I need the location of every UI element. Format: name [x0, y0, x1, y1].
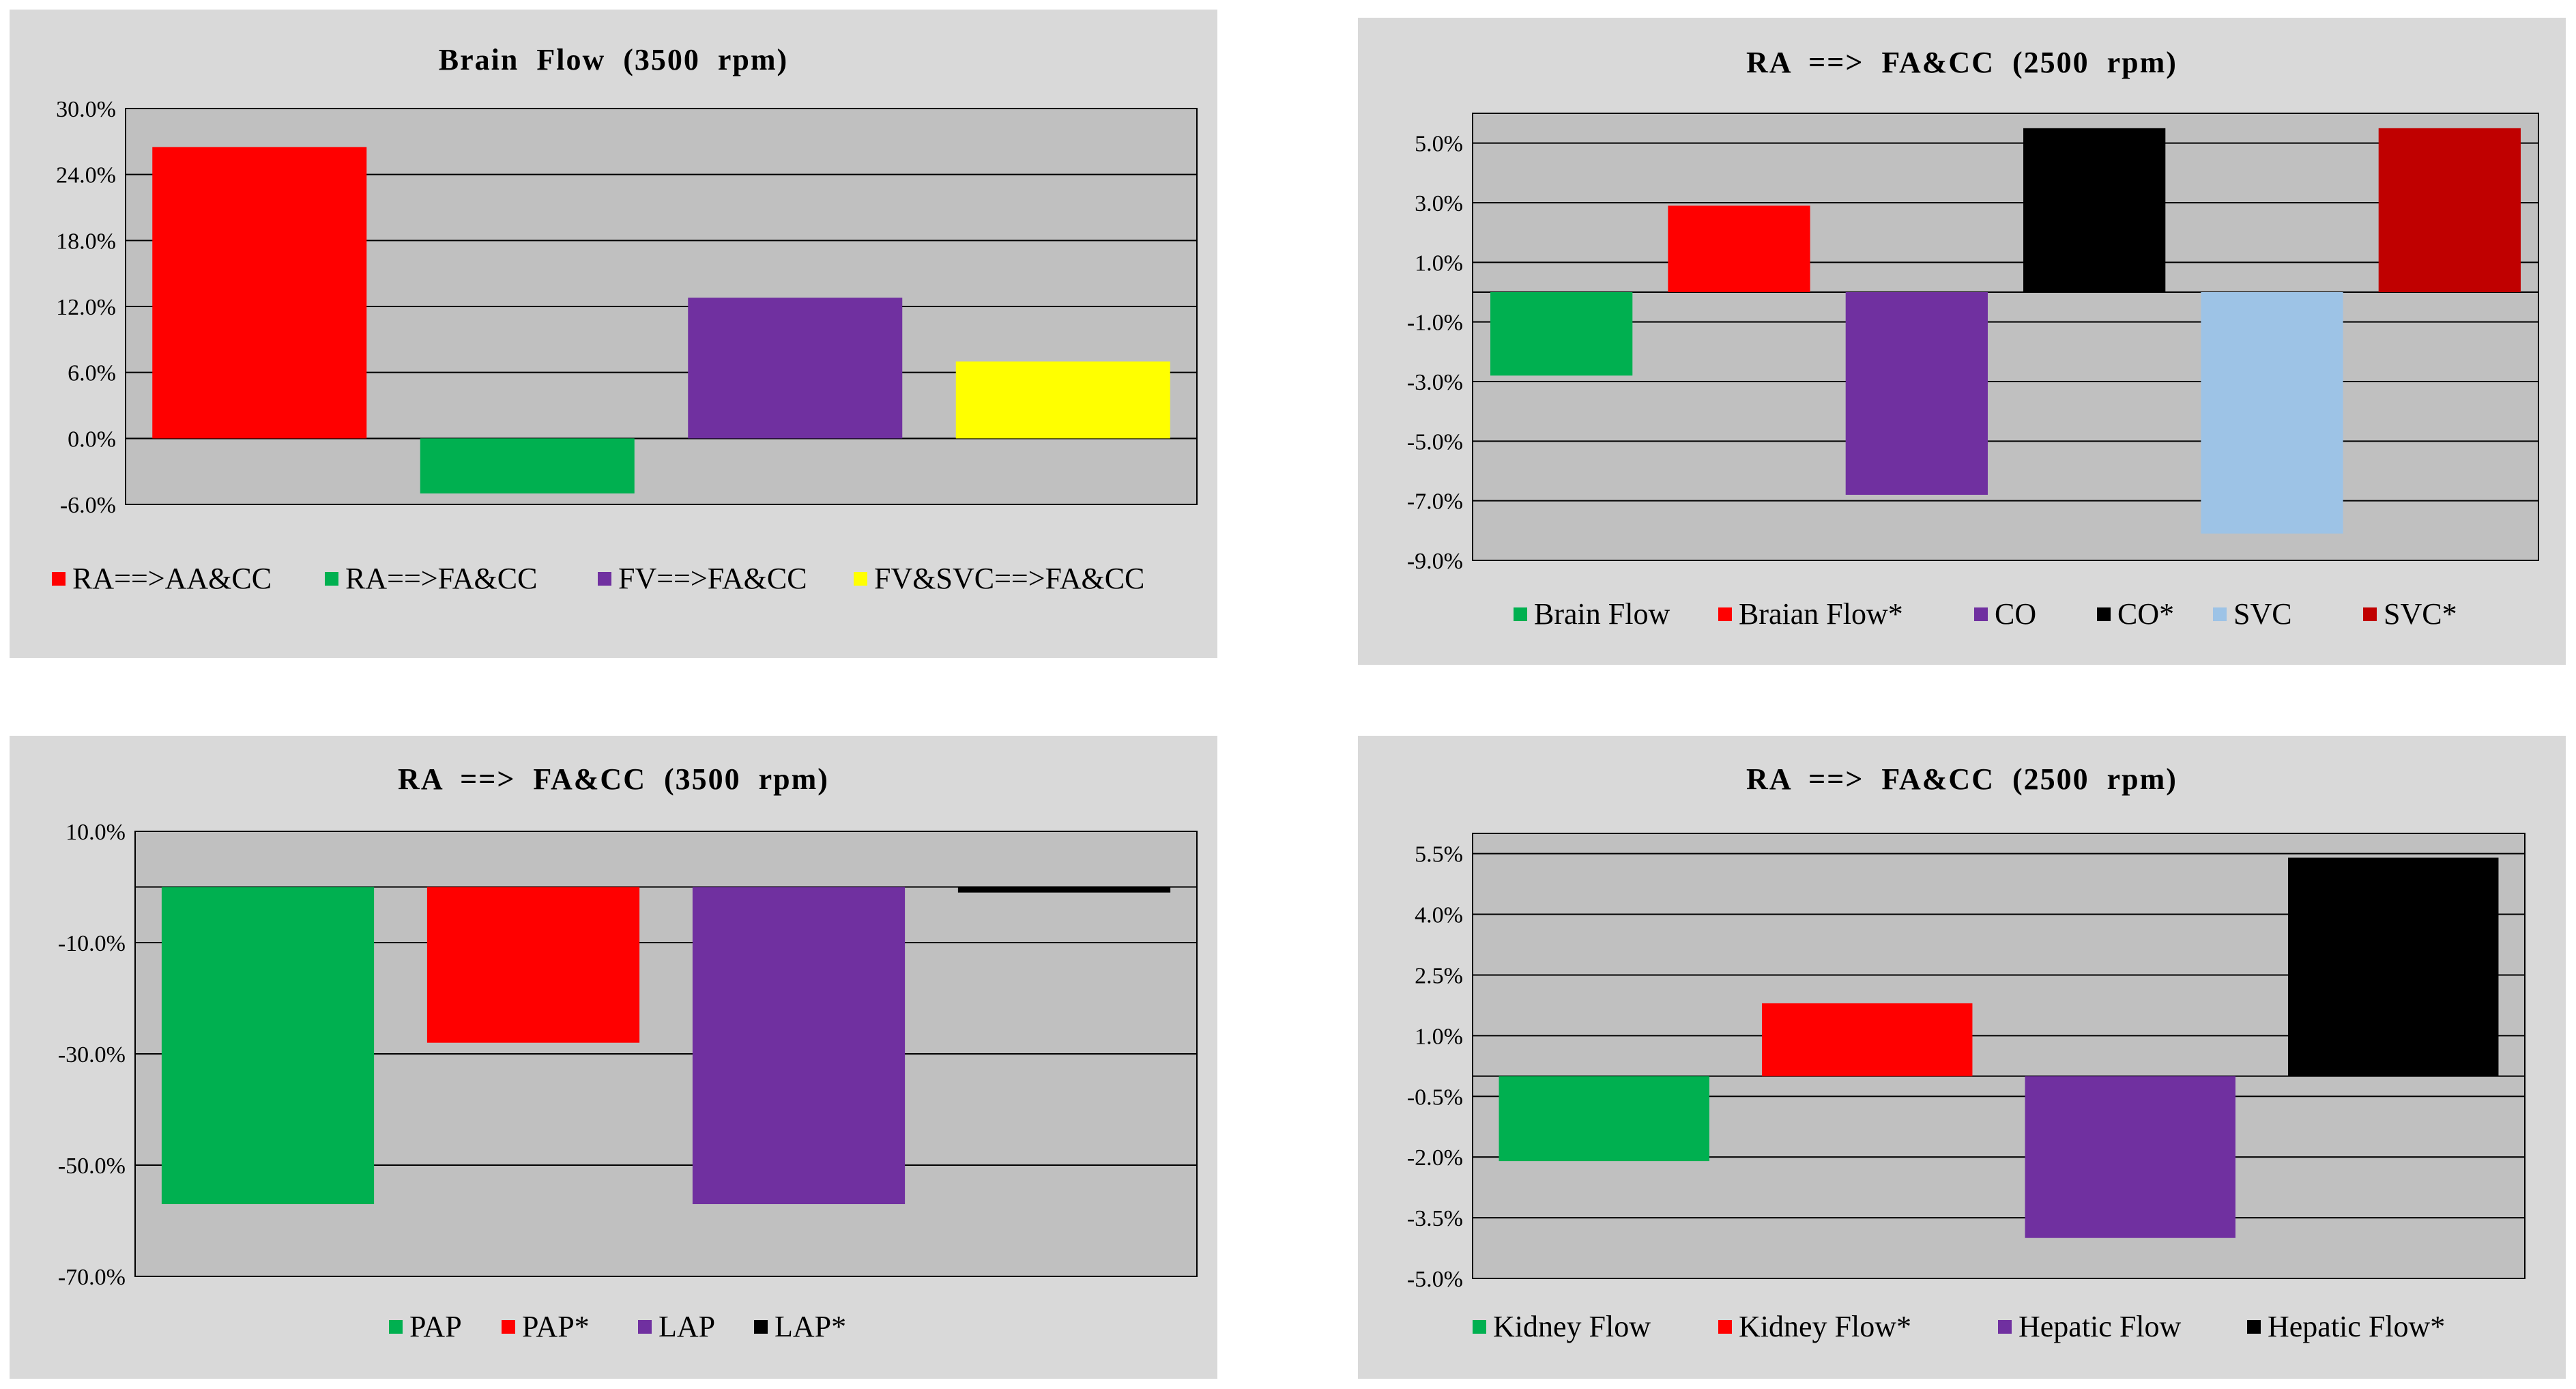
bar-lap	[693, 887, 905, 1205]
y-tick-label: 5.0%	[1415, 132, 1463, 157]
y-tick-label: -3.0%	[1407, 370, 1463, 395]
bar-brain-flow	[1490, 292, 1632, 375]
legend-swatch	[502, 1320, 515, 1334]
legend-swatch	[1473, 1320, 1486, 1334]
bar-pap	[427, 887, 639, 1043]
y-tick-label: 2.5%	[1415, 963, 1463, 988]
chart-title: Brain Flow (3500 rpm)	[439, 43, 788, 76]
y-tick-label: 4.0%	[1415, 903, 1463, 928]
legend-swatch	[1718, 1320, 1732, 1334]
y-tick-label: 1.0%	[1415, 1024, 1463, 1049]
y-tick-label: -0.5%	[1407, 1085, 1463, 1110]
legend-label: Hepatic Flow*	[2268, 1310, 2445, 1343]
legend-label: Braian Flow*	[1739, 597, 1903, 631]
y-tick-label: -2.0%	[1407, 1145, 1463, 1171]
y-tick-label: -30.0%	[58, 1042, 126, 1068]
y-tick-label: -3.5%	[1407, 1206, 1463, 1231]
legend-label: PAP	[409, 1310, 462, 1343]
bar-hepatic-flow	[2288, 858, 2498, 1076]
y-tick-label: -70.0%	[58, 1265, 126, 1290]
y-tick-label: 24.0%	[56, 163, 116, 188]
y-tick-label: -5.0%	[1407, 429, 1463, 455]
legend-label: SVC*	[2384, 597, 2457, 631]
legend-label: SVC	[2233, 597, 2292, 631]
y-tick-label: -9.0%	[1407, 549, 1463, 574]
chart-ra-fa-cc-3500: RA ==> FA&CC (3500 rpm) 10.0% -10.0% -30.0…	[10, 736, 1217, 1379]
chart-panel-ra-fa-cc-3500: RA ==> FA&CC (3500 rpm) 10.0% -10.0% -30.0…	[10, 736, 1217, 1379]
y-tick-label: 5.5%	[1415, 842, 1463, 868]
bar-ra-aa-cc	[152, 147, 366, 438]
bar-co	[2023, 128, 2165, 292]
y-tick-label: 6.0%	[68, 361, 116, 386]
y-tick-label: 1.0%	[1415, 250, 1463, 276]
chart-panel-ra-fa-cc-2500-b: RA ==> FA&CC (2500 rpm) 5.5% 4.0% 2.5% 1.0%…	[1358, 736, 2566, 1379]
y-tick-label: 12.0%	[56, 295, 116, 320]
y-tick-label: -5.0%	[1407, 1267, 1463, 1292]
legend-label: Brain Flow	[1534, 597, 1670, 631]
chart-panel-brain-flow-3500: Brain Flow (3500 rpm) 30.0% 24.0% 18.0% 12.…	[10, 10, 1217, 658]
y-tick-label: -50.0%	[58, 1154, 126, 1179]
legend-swatch	[2213, 607, 2227, 621]
bar-fv-fa-cc	[688, 298, 902, 438]
bar-lap	[958, 887, 1170, 893]
legend-label: FV&SVC==>FA&CC	[874, 562, 1144, 595]
legend-swatch	[325, 572, 338, 586]
legend-label: CO	[1995, 597, 2036, 631]
legend-label: RA==>AA&CC	[72, 562, 272, 595]
chart-title: RA ==> FA&CC (2500 rpm)	[1746, 46, 2177, 79]
chart-brain-flow-3500: Brain Flow (3500 rpm) 30.0% 24.0% 18.0% 12.…	[10, 10, 1217, 658]
bar-kidney-flow	[1499, 1076, 1709, 1161]
y-tick-label: -1.0%	[1407, 311, 1463, 336]
legend-swatch	[2363, 607, 2377, 621]
y-tick-label: 3.0%	[1415, 191, 1463, 216]
legend-label: LAP	[659, 1310, 715, 1343]
legend-swatch	[1974, 607, 1988, 621]
legend-label: Kidney Flow	[1493, 1310, 1651, 1343]
legend-swatch	[854, 572, 867, 586]
bar-co	[1846, 292, 1988, 495]
chart-title: RA ==> FA&CC (3500 rpm)	[398, 762, 829, 796]
chart-ra-fa-cc-2500-a: RA ==> FA&CC (2500 rpm) 5.0% 3.0% 1.0% -1.0…	[1358, 18, 2566, 665]
legend-label: Hepatic Flow	[2018, 1310, 2182, 1343]
y-tick-label: 18.0%	[56, 229, 116, 254]
legend-label: FV==>FA&CC	[618, 562, 807, 595]
legend-swatch	[1998, 1320, 2012, 1334]
legend-swatch	[389, 1320, 403, 1334]
bar-pap	[162, 887, 374, 1205]
legend-swatch	[52, 572, 66, 586]
legend-swatch	[1718, 607, 1732, 621]
legend-swatch	[2097, 607, 2111, 621]
y-tick-label: 10.0%	[66, 820, 126, 845]
y-tick-label: -10.0%	[58, 931, 126, 956]
legend-swatch	[754, 1320, 768, 1334]
bar-hepatic-flow	[2025, 1076, 2235, 1238]
legend-label: PAP*	[522, 1310, 590, 1343]
bar-kidney-flow	[1762, 1003, 1972, 1076]
chart-panel-ra-fa-cc-2500-a: RA ==> FA&CC (2500 rpm) 5.0% 3.0% 1.0% -1.0…	[1358, 18, 2566, 665]
bar-ra-fa-cc	[420, 438, 635, 493]
legend-swatch	[2247, 1320, 2261, 1334]
legend-label: LAP*	[775, 1310, 846, 1343]
y-tick-label: -7.0%	[1407, 489, 1463, 515]
chart-title: RA ==> FA&CC (2500 rpm)	[1746, 762, 2177, 796]
legend-swatch	[1514, 607, 1527, 621]
legend-swatch	[598, 572, 611, 586]
bar-svc	[2379, 128, 2521, 292]
y-tick-label: 0.0%	[68, 427, 116, 452]
legend-label: RA==>FA&CC	[345, 562, 537, 595]
bar-svc	[2201, 292, 2343, 534]
chart-ra-fa-cc-2500-b: RA ==> FA&CC (2500 rpm) 5.5% 4.0% 2.5% 1.0%…	[1358, 736, 2566, 1379]
y-tick-label: -6.0%	[60, 493, 116, 518]
legend-label: Kidney Flow*	[1739, 1310, 1911, 1343]
y-tick-label: 30.0%	[56, 97, 116, 122]
bar-fv-svc-fa-cc	[956, 362, 1170, 439]
legend-label: CO*	[2117, 597, 2174, 631]
bar-braian-flow	[1668, 205, 1810, 292]
legend-swatch	[638, 1320, 652, 1334]
